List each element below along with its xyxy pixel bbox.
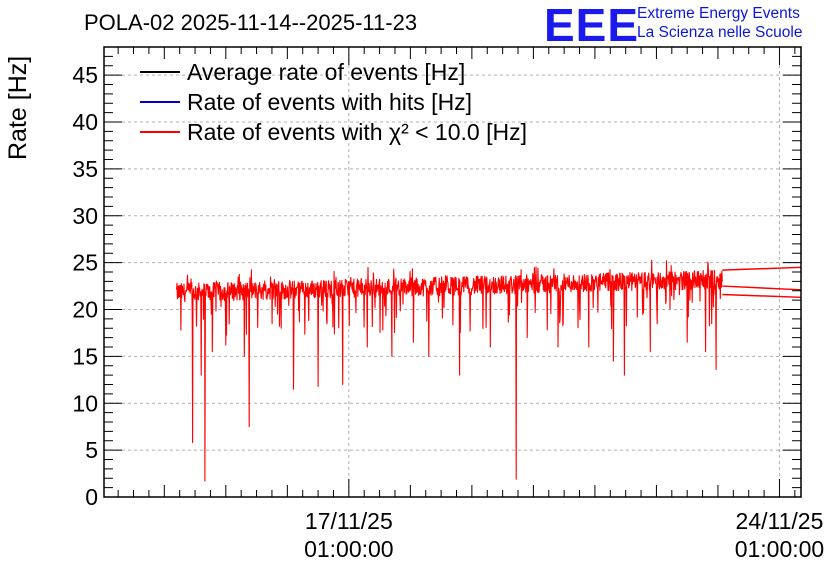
legend-label: Rate of events with hits [Hz] bbox=[187, 89, 472, 115]
org-line-1: Extreme Energy Events bbox=[637, 5, 800, 22]
x-tick-label-date: 17/11/25 bbox=[305, 508, 393, 534]
org-line-2: La Scienza nelle Scuole bbox=[637, 24, 803, 41]
y-tick-label: 30 bbox=[72, 203, 98, 229]
x-tick-label-date: 24/11/25 bbox=[736, 508, 824, 534]
y-tick-label: 0 bbox=[85, 484, 98, 510]
series-layer bbox=[176, 259, 802, 482]
series-trailing-line bbox=[722, 266, 802, 271]
y-tick-label: 45 bbox=[72, 62, 98, 88]
y-tick-label: 40 bbox=[72, 109, 98, 135]
tick-labels: 05101520253035404517/11/2501:00:0024/11/… bbox=[72, 62, 824, 562]
legend-label: Average rate of events [Hz] bbox=[187, 59, 465, 85]
series-trailing-line bbox=[722, 285, 802, 291]
eee-logo: EEE bbox=[544, 2, 639, 48]
legend: Average rate of events [Hz] Rate of event… bbox=[140, 59, 527, 145]
y-tick-label: 15 bbox=[72, 343, 98, 369]
y-tick-label: 25 bbox=[72, 250, 98, 276]
y-tick-label: 5 bbox=[85, 437, 98, 463]
logo-text: EEE bbox=[544, 0, 640, 51]
y-tick-label: 10 bbox=[72, 390, 98, 416]
legend-label: Rate of events with χ² < 10.0 [Hz] bbox=[187, 119, 527, 145]
x-tick-label-time: 01:00:00 bbox=[304, 536, 394, 562]
y-tick-label: 35 bbox=[72, 156, 98, 182]
series-chi2-rate bbox=[176, 259, 723, 482]
axis-ticks bbox=[104, 46, 801, 498]
chart-title: POLA-02 2025-11-14--2025-11-23 bbox=[84, 10, 418, 35]
organization-label: Extreme Energy Events La Scienza nelle S… bbox=[637, 4, 802, 42]
y-tick-label: 20 bbox=[72, 297, 98, 323]
series-trailing-line bbox=[722, 293, 802, 299]
x-tick-label-time: 01:00:00 bbox=[735, 536, 825, 562]
y-axis-label: Rate [Hz] bbox=[4, 55, 32, 160]
